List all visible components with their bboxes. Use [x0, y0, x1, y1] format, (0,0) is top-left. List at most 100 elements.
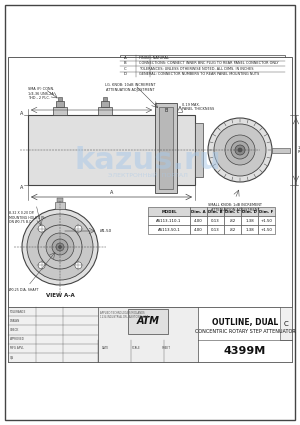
Text: Ø1.50: Ø1.50 — [100, 229, 112, 233]
Circle shape — [38, 225, 45, 232]
Bar — [8, 307, 292, 362]
Text: SMA (F) CONN.
1/4-36 UNS-2A
THD., 2 PLC.: SMA (F) CONN. 1/4-36 UNS-2A THD., 2 PLC. — [28, 87, 54, 100]
Text: Dim. F: Dim. F — [260, 210, 274, 213]
Circle shape — [208, 118, 272, 182]
Circle shape — [58, 246, 61, 249]
Text: 0.13: 0.13 — [211, 227, 220, 232]
Bar — [272, 147, 290, 153]
Circle shape — [56, 243, 64, 251]
Text: CONCENTRIC ROTARY STEP ATTENUATOR: CONCENTRIC ROTARY STEP ATTENUATOR — [195, 329, 295, 334]
Circle shape — [38, 262, 45, 269]
Circle shape — [75, 225, 82, 232]
Bar — [224, 216, 241, 225]
Bar — [8, 57, 292, 307]
Text: A: A — [124, 56, 127, 60]
Text: .82: .82 — [230, 218, 236, 223]
Circle shape — [75, 262, 82, 269]
Text: kazus.ru: kazus.ru — [75, 145, 221, 175]
Text: 4.00: 4.00 — [194, 218, 203, 223]
Bar — [190, 216, 207, 225]
Bar — [198, 307, 292, 362]
Bar — [8, 307, 98, 362]
Circle shape — [235, 145, 245, 155]
Circle shape — [225, 135, 255, 165]
Text: GENERAL: CONNECTOR NUMBERS TO REAR PANEL MOUNTING NUTS: GENERAL: CONNECTOR NUMBERS TO REAR PANEL… — [139, 72, 259, 76]
Text: DATE: DATE — [102, 346, 109, 350]
Bar — [241, 207, 258, 216]
Text: MFG APVL: MFG APVL — [10, 346, 24, 350]
Bar — [207, 207, 224, 216]
Text: ЭЛЕКТРОННЫЙ  ПОРТАЛ: ЭЛЕКТРОННЫЙ ПОРТАЛ — [108, 173, 188, 178]
Text: AS113-50-1: AS113-50-1 — [158, 227, 180, 232]
Bar — [58, 97, 62, 101]
Text: Ø0.25 DIA. SHAFT: Ø0.25 DIA. SHAFT — [9, 288, 38, 292]
Text: APPROVED: APPROVED — [10, 337, 25, 341]
Text: A: A — [110, 190, 113, 195]
Bar — [148, 216, 190, 225]
Text: 1.25
REF: 1.25 REF — [298, 146, 300, 154]
Text: 4.00: 4.00 — [194, 227, 203, 232]
Text: AS113-110-1: AS113-110-1 — [156, 218, 182, 223]
Circle shape — [231, 141, 249, 159]
Bar — [280, 307, 292, 340]
Bar — [148, 225, 190, 234]
Bar — [224, 225, 241, 234]
Bar — [190, 207, 207, 216]
Text: .82: .82 — [230, 227, 236, 232]
Text: SHEET: SHEET — [162, 346, 171, 350]
Circle shape — [22, 209, 98, 285]
Circle shape — [214, 124, 266, 176]
Bar — [53, 107, 67, 115]
Bar — [258, 216, 275, 225]
Bar — [207, 216, 224, 225]
Bar — [159, 107, 173, 189]
Bar — [190, 225, 207, 234]
Text: +1.50: +1.50 — [261, 227, 272, 232]
Text: SCALE: SCALE — [132, 346, 141, 350]
Bar — [103, 97, 107, 101]
Circle shape — [46, 233, 74, 261]
Bar — [56, 101, 64, 107]
Bar — [98, 307, 198, 362]
Circle shape — [52, 239, 68, 255]
Bar — [120, 55, 285, 77]
Text: 0.19 MAX.
PANEL THICKNESS: 0.19 MAX. PANEL THICKNESS — [182, 103, 214, 111]
Text: SMALL KNOB: 1dB INCREMENT
ATTENUATION ADJUSTMENT: SMALL KNOB: 1dB INCREMENT ATTENUATION AD… — [208, 203, 262, 212]
Text: ATM: ATM — [136, 316, 160, 326]
Text: A: A — [20, 110, 23, 116]
Text: OUTLINE, DUAL: OUTLINE, DUAL — [212, 318, 278, 327]
Text: Dim. A: Dim. A — [191, 210, 206, 213]
Bar — [258, 225, 275, 234]
Circle shape — [238, 148, 242, 152]
Text: QA: QA — [10, 355, 14, 360]
Bar — [55, 202, 65, 209]
Bar — [241, 216, 258, 225]
Bar — [207, 225, 224, 234]
Text: FINISH: NATURAL: FINISH: NATURAL — [139, 56, 169, 60]
Bar — [155, 103, 177, 193]
Text: C: C — [124, 67, 127, 71]
Bar — [57, 198, 63, 202]
Bar — [128, 309, 168, 334]
Circle shape — [27, 214, 93, 280]
Text: APPLIED TECHNOLOGIES MIDLANDS: APPLIED TECHNOLOGIES MIDLANDS — [100, 311, 145, 315]
Text: 8-32 X 0.20 DP.
MOUNTING HOLE 4 PL.
ON Ø0.75 B.C.: 8-32 X 0.20 DP. MOUNTING HOLE 4 PL. ON Ø… — [9, 211, 46, 224]
Text: 1.38: 1.38 — [245, 218, 254, 223]
Text: Dim. B: Dim. B — [208, 210, 223, 213]
Text: Dim. D: Dim. D — [242, 210, 257, 213]
Text: MODEL: MODEL — [161, 210, 177, 213]
Bar — [195, 123, 203, 177]
Text: Dim. C: Dim. C — [225, 210, 240, 213]
Text: D: D — [124, 72, 127, 76]
Text: +1.50: +1.50 — [261, 218, 272, 223]
Text: DRAWN: DRAWN — [10, 319, 20, 323]
Bar — [241, 225, 258, 234]
Text: C: C — [284, 320, 288, 326]
Text: LG. KNOB: 10dB INCREMENT
ATTENUATION ADJUSTMENT: LG. KNOB: 10dB INCREMENT ATTENUATION ADJ… — [105, 83, 155, 92]
Text: VIEW A-A: VIEW A-A — [46, 293, 74, 298]
Text: 0.13: 0.13 — [211, 218, 220, 223]
Text: TOLERANCES: UNLESS OTHERWISE NOTED, ALL DIMS. IN INCHES: TOLERANCES: UNLESS OTHERWISE NOTED, ALL … — [139, 67, 254, 71]
Text: CHECK: CHECK — [10, 328, 19, 332]
Text: 1234 INDUSTRIAL DR., ANYTOWN, USA: 1234 INDUSTRIAL DR., ANYTOWN, USA — [100, 315, 148, 319]
Bar — [258, 207, 275, 216]
